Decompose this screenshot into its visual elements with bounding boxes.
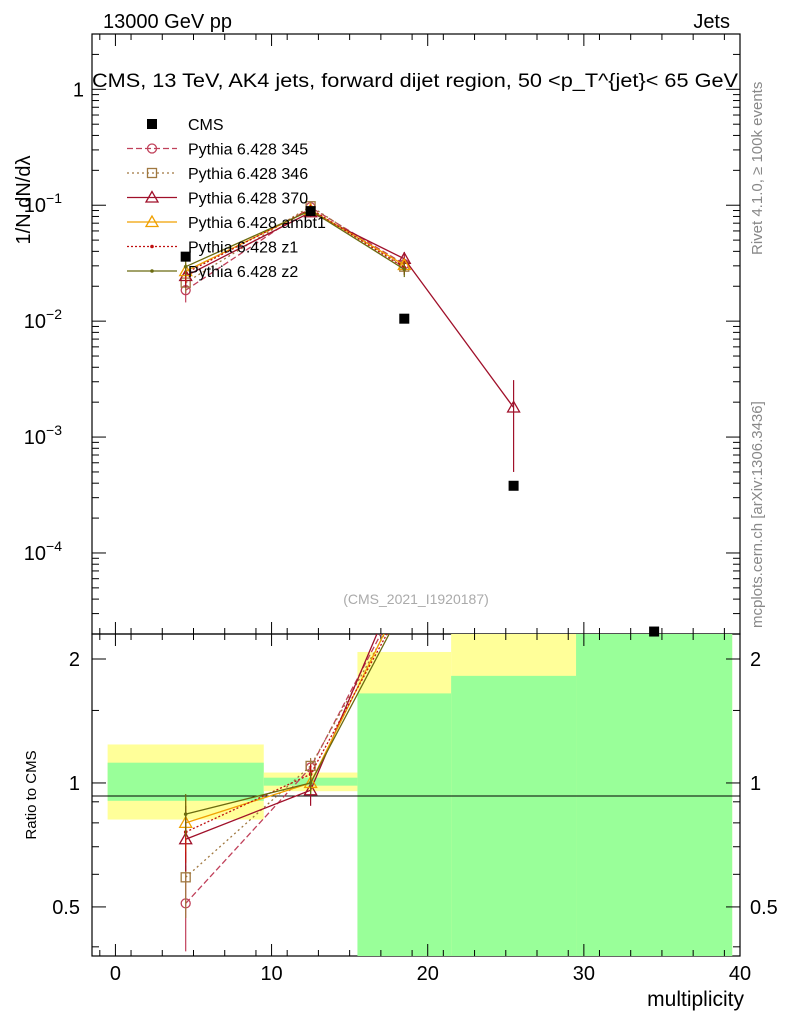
cms-data-point [305,206,316,217]
legend-label: Pythia 6.428 ambt1 [188,215,326,232]
legend-marker [150,244,154,249]
ratio-uncertainty-bands [107,634,733,956]
cms-data-point [508,480,519,491]
legend-marker [144,190,160,203]
cms-data-point [180,251,191,262]
legend-entry: Pythia 6.428 346 [127,166,308,183]
legend-entry: Pythia 6.428 370 [127,190,308,208]
mcplots-label: mcplots.cern.ch [arXiv:1306.3436] [749,401,766,628]
legend-entry: Pythia 6.428 345 [127,142,308,159]
legend-marker [144,214,160,228]
legend: CMS Pythia 6.428 345 Pythia 6.428 346 Pythi… [127,117,326,281]
ratio-point [308,781,313,785]
ratio-point [183,812,188,816]
ratio-tick-label: 2 [69,649,80,671]
series-point [506,400,521,413]
green-band-bin [357,693,452,956]
chart-title: CMS, 13 TeV, AK4 jets, forward dijet reg… [92,70,738,92]
legend-marker [146,143,158,154]
y-tick-label: 10−4 [24,538,62,565]
axis-ticks: 0 10 20 30 40 10−4 10−3 10−2 10−1 1 0.5 0.5 1 1 2 2 [24,33,778,985]
y-tick-label: 10−2 [24,306,62,333]
legend-label: Pythia 6.428 345 [188,142,308,159]
legend-label: Pythia 6.428 346 [188,166,308,183]
x-tick-label: 40 [729,963,751,985]
ratio-point [398,563,410,574]
ratio-pythia-6-428-z2 [183,634,390,837]
legend-marker [150,269,154,273]
x-tick-label: 30 [573,963,595,985]
x-tick-label: 10 [260,963,282,985]
legend-entry: Pythia 6.428 z1 [127,240,298,257]
y-axis-label: 1/N dN/dλ [13,156,35,245]
cms-data-point [399,313,410,324]
legend-label: CMS [188,117,224,134]
series-point [402,267,407,272]
cms-data-points [180,206,660,637]
y-tick-label: 1 [73,79,84,101]
ratio-clipped [178,563,410,952]
header-right-label: Jets [693,11,730,33]
x-tick-label: 0 [110,963,121,985]
ratio-tick-label-right: 1 [750,773,761,795]
header-left-label: 13000 GeV pp [103,11,232,33]
legend-label: Pythia 6.428 z2 [188,264,298,281]
legend-label: Pythia 6.428 370 [188,191,308,208]
cms-data-point [649,626,660,637]
series-line [185,211,515,408]
ratio-tick-label-right: 0.5 [750,897,778,919]
legend-entry: Pythia 6.428 ambt1 [127,214,326,232]
series-point [183,264,188,269]
analysis-watermark: (CMS_2021_I1920187) [343,591,489,607]
y-tick-label: 10−3 [24,422,62,449]
ratio-tick-label: 0.5 [52,897,80,919]
green-band-bin [451,675,577,956]
y-tick-label: 10−1 [24,190,62,217]
x-tick-label: 20 [417,963,439,985]
ratio-y-axis-label: Ratio to CMS [23,750,40,839]
ratio-series [178,563,410,952]
x-axis-label: multiplicity [647,988,744,1011]
legend-marker [147,119,157,129]
legend-marker [146,167,158,179]
legend-entry-cms: CMS [147,117,224,134]
ratio-point [180,872,191,883]
ratio-tick-label-right: 2 [750,649,761,671]
legend-entry: Pythia 6.428 z2 [127,264,298,281]
ratio-line [185,634,386,878]
legend-label: Pythia 6.428 z1 [188,240,298,257]
green-band-bin [576,634,733,956]
ratio-point [303,782,318,796]
ratio-tick-label: 1 [69,773,80,795]
rivet-version-label: Rivet 4.1.0, ≥ 100k events [749,82,766,255]
